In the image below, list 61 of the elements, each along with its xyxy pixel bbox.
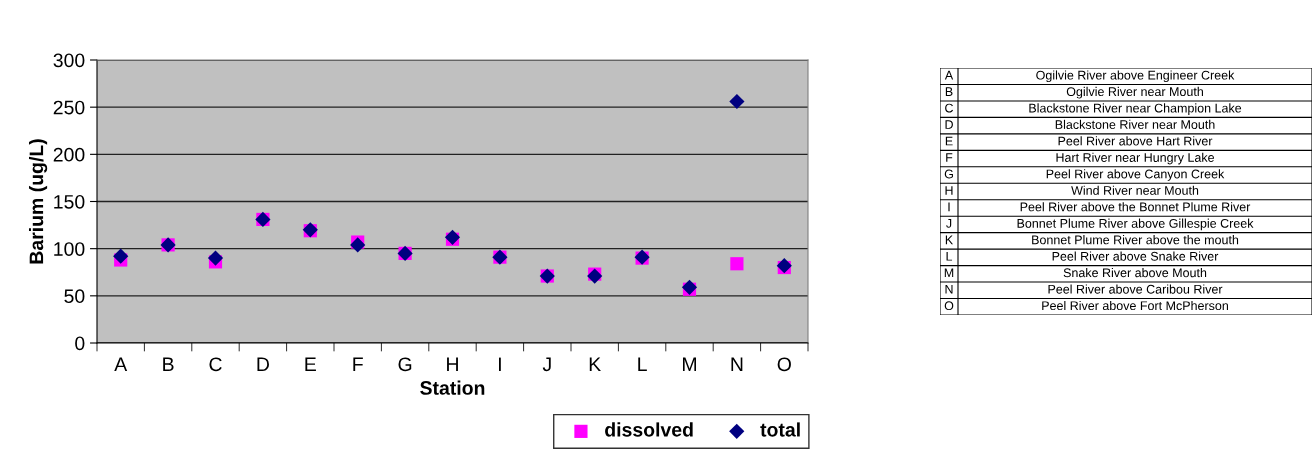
y-axis-title: Barium (ug/L) xyxy=(28,139,48,264)
text: N xyxy=(945,284,953,294)
text: Bonnet Plume River above the mouth xyxy=(1032,235,1239,245)
x-tick-label: O xyxy=(777,357,791,372)
text: K xyxy=(945,235,954,245)
text: I xyxy=(948,202,950,212)
text: Blackstone River near Mouth xyxy=(1055,119,1215,129)
text: Peel River above Caribou River xyxy=(1048,284,1223,294)
x-tick-label: G xyxy=(398,357,412,372)
text: Blackstone River near Champion Lake xyxy=(1029,103,1242,115)
point xyxy=(113,248,129,264)
text: Bonnet Plume River above Gillespie Creek xyxy=(1017,218,1254,231)
y-tick-label: 150 xyxy=(54,194,85,209)
x-tick-label: N xyxy=(731,357,743,371)
legend-label: dissolved xyxy=(605,422,693,437)
text: G xyxy=(944,169,953,179)
x-tick-label: F xyxy=(353,357,363,371)
x-tick-label: H xyxy=(447,357,458,371)
x-tick-label: D xyxy=(257,357,269,371)
text: Ogilvie River above Engineer Creek xyxy=(1036,70,1235,83)
x-tick-label: K xyxy=(589,357,601,371)
text: Snake River above Mouth xyxy=(1063,268,1207,278)
y-tick-label: 300 xyxy=(53,53,85,68)
text: B xyxy=(945,87,953,96)
x-tick-label: C xyxy=(209,357,222,372)
point xyxy=(729,93,745,110)
point xyxy=(207,250,224,266)
text: Peel River above Canyon Creek xyxy=(1046,169,1225,181)
x-tick-label: A xyxy=(114,357,128,371)
x-tick-label: E xyxy=(305,357,316,371)
text: A xyxy=(944,70,954,80)
x-tick-label: J xyxy=(542,357,551,372)
point xyxy=(730,257,744,271)
text: Peel River above Snake River xyxy=(1052,251,1219,261)
text: J xyxy=(946,219,952,228)
text: Hart River near Hungry Lake xyxy=(1056,152,1214,165)
y-tick-label: 200 xyxy=(53,147,85,162)
x-axis-title: Station xyxy=(420,380,485,395)
point xyxy=(350,237,366,253)
text: C xyxy=(945,103,954,113)
text: O xyxy=(944,301,954,311)
legend-label: total xyxy=(760,422,800,437)
text: D xyxy=(945,120,953,129)
text: Peel River above Fort McPherson xyxy=(1042,300,1228,311)
text: E xyxy=(945,136,953,146)
text: Peel River above Hart River xyxy=(1058,136,1213,146)
text: H xyxy=(945,186,953,195)
text: F xyxy=(946,153,953,162)
text: M xyxy=(944,268,954,278)
text: Ogilvie River near Mouth xyxy=(1066,86,1203,99)
x-tick-label: M xyxy=(683,357,696,371)
y-tick-label: 0 xyxy=(75,336,85,351)
text: L xyxy=(946,252,953,261)
text: Wind River near Mouth xyxy=(1071,185,1199,195)
x-tick-label: I xyxy=(498,357,501,371)
x-tick-label: L xyxy=(638,357,647,371)
text: Peel River above the Bonnet Plume River xyxy=(1020,202,1251,212)
y-tick-label: 100 xyxy=(54,242,85,256)
y-tick-label: 50 xyxy=(64,289,85,304)
y-tick-label: 250 xyxy=(53,100,85,115)
x-tick-label: B xyxy=(163,357,174,371)
